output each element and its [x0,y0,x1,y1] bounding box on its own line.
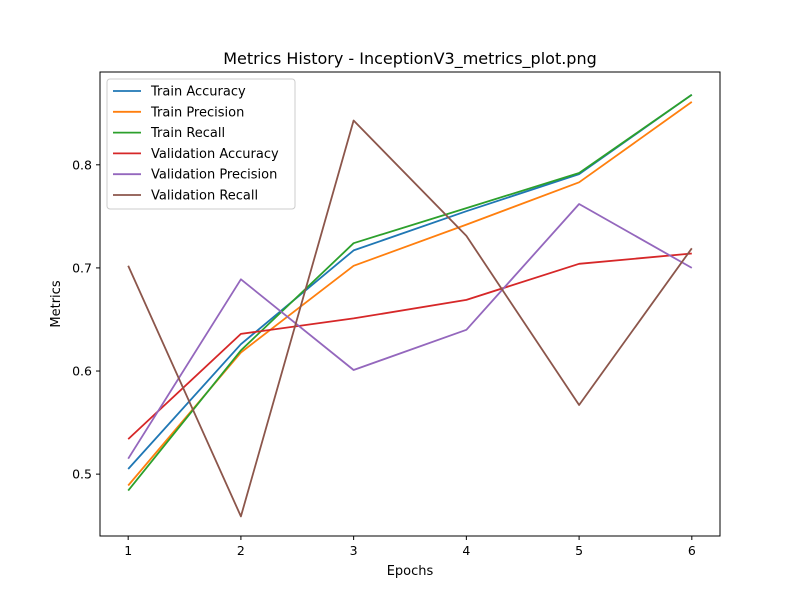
x-tick-label: 4 [462,543,470,558]
series-line-6 [127,119,693,518]
series-line-5 [127,203,693,460]
series-line-4 [127,252,692,440]
y-tick-label: 0.8 [72,157,92,172]
y-tick-label: 0.5 [72,467,92,482]
y-axis-label: Metrics [49,280,64,327]
legend-entry-label: Train Recall [150,126,225,141]
x-tick-label: 6 [688,543,696,558]
legend-entry-label: Train Accuracy [150,85,246,100]
x-tick-label: 3 [350,543,358,558]
legend-box [106,78,296,210]
x-tick-label: 1 [124,543,132,558]
legend-entry-label: Validation Precision [151,168,277,183]
x-tick-label: 2 [237,543,245,558]
legend-entry-label: Train Precision [150,105,244,120]
chart-title: Metrics History - InceptionV3_metrics_pl… [223,49,597,69]
series-lines [127,93,693,518]
y-tick-label: 0.6 [72,364,92,379]
x-axis-label: Epochs [387,564,434,579]
x-tick-label: 5 [575,543,583,558]
legend: Train Accuracy Train Precision Train Recal… [106,78,296,210]
y-axis-ticks: 0.5 0.6 0.7 0.8 [72,157,100,482]
legend-entry-label: Validation Recall [151,189,258,204]
x-axis-ticks: 1 2 3 4 5 6 [124,536,696,558]
plot-frame [99,71,721,537]
series-line-3 [127,93,693,492]
y-tick-label: 0.7 [72,260,92,275]
legend-entry-label: Validation Accuracy [151,147,279,162]
